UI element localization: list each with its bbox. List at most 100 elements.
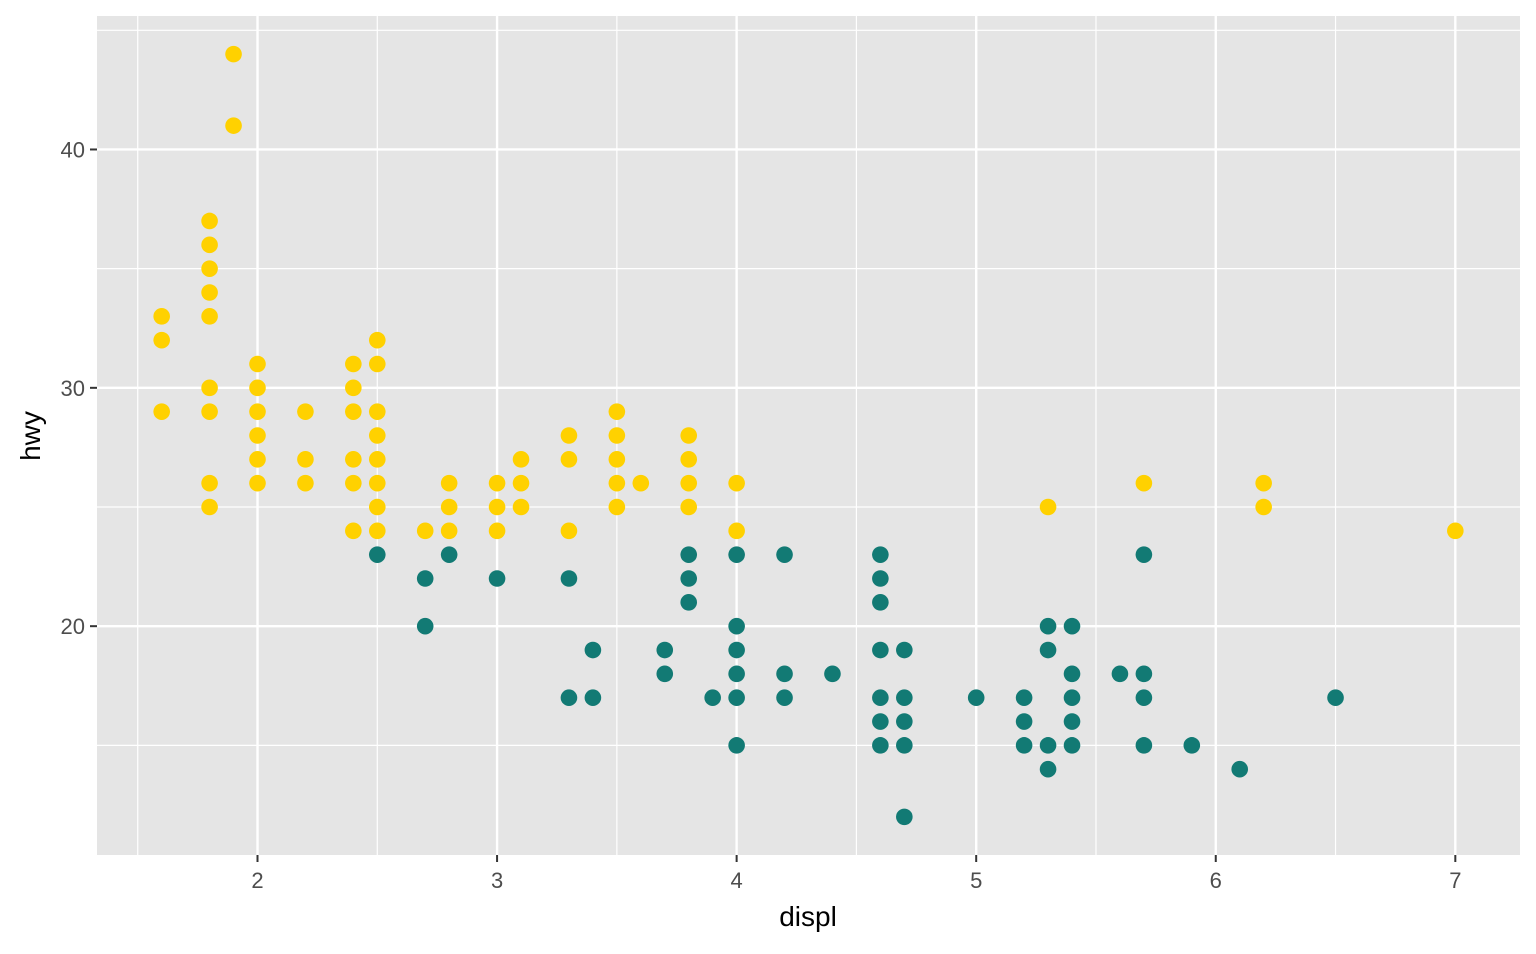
data-point <box>824 665 841 683</box>
data-point <box>225 117 242 134</box>
grid-lines <box>97 16 1520 855</box>
data-point <box>1255 474 1272 492</box>
data-point <box>896 641 913 659</box>
x-axis-label: displ <box>779 901 837 932</box>
data-point <box>872 689 889 706</box>
data-point <box>560 522 578 540</box>
data-point <box>1015 737 1033 754</box>
data-point <box>1447 522 1464 540</box>
data-point <box>440 546 458 563</box>
data-point <box>345 451 362 468</box>
data-point <box>488 474 506 492</box>
data-point <box>440 522 458 540</box>
data-point <box>249 451 266 468</box>
data-point <box>560 451 578 468</box>
data-point <box>680 594 698 611</box>
data-point <box>1039 498 1057 516</box>
data-point <box>728 689 745 706</box>
data-point <box>488 522 506 540</box>
data-point <box>728 641 745 659</box>
data-point <box>201 212 218 230</box>
data-point <box>896 713 913 730</box>
data-point <box>728 617 745 635</box>
data-point <box>728 665 745 683</box>
y-axis-label: hwy <box>15 411 46 461</box>
data-point <box>225 45 242 63</box>
data-point <box>656 665 674 683</box>
data-point <box>416 522 434 540</box>
data-point <box>896 808 913 826</box>
data-point <box>608 498 626 516</box>
data-point <box>201 284 218 301</box>
data-point <box>680 474 698 492</box>
data-point <box>896 737 913 754</box>
data-point <box>201 236 218 254</box>
data-point <box>1135 474 1153 492</box>
data-point <box>584 689 602 706</box>
data-point <box>1015 689 1033 706</box>
data-point <box>680 570 698 587</box>
data-point <box>680 498 698 516</box>
data-point <box>728 522 745 540</box>
data-point <box>201 498 218 516</box>
data-point <box>249 427 266 444</box>
data-point <box>1015 713 1033 730</box>
data-point <box>249 474 266 492</box>
data-point <box>488 498 506 516</box>
data-point <box>512 474 530 492</box>
data-point <box>368 474 386 492</box>
data-point <box>1063 665 1081 683</box>
data-point <box>608 451 626 468</box>
data-point <box>153 403 170 420</box>
data-point <box>728 474 745 492</box>
data-point <box>967 689 985 706</box>
data-point <box>680 451 698 468</box>
data-point <box>368 427 386 444</box>
data-point <box>345 355 362 373</box>
y-tick-label: 20 <box>61 614 85 639</box>
data-point <box>201 260 218 277</box>
data-point <box>872 737 889 754</box>
data-point <box>608 474 626 492</box>
data-point <box>368 403 386 420</box>
data-point <box>896 689 913 706</box>
data-point <box>1039 617 1057 635</box>
data-point <box>297 451 314 468</box>
data-point <box>1039 760 1057 778</box>
data-point <box>680 427 698 444</box>
data-point <box>776 546 793 563</box>
data-point <box>728 546 745 563</box>
data-point <box>1135 689 1153 706</box>
data-point <box>153 331 170 349</box>
data-point <box>201 308 218 325</box>
data-point <box>368 522 386 540</box>
data-point <box>872 594 889 611</box>
data-point <box>201 403 218 420</box>
axes: 2 3 4 5 6 7 20 30 40 <box>61 137 1462 893</box>
data-point <box>440 498 458 516</box>
data-point <box>512 498 530 516</box>
data-point <box>1255 498 1272 516</box>
data-point <box>632 474 650 492</box>
data-point <box>560 427 578 444</box>
data-point <box>297 403 314 420</box>
data-point <box>368 546 386 563</box>
data-point <box>872 641 889 659</box>
data-point <box>1135 546 1153 563</box>
data-point <box>345 474 362 492</box>
data-point <box>1135 737 1153 754</box>
data-point <box>680 546 698 563</box>
x-tick-label: 4 <box>731 868 743 893</box>
data-point <box>249 403 266 420</box>
x-tick-label: 2 <box>251 868 263 893</box>
data-point <box>1183 737 1201 754</box>
data-point <box>1039 641 1057 659</box>
data-point <box>297 474 314 492</box>
y-tick-label: 40 <box>61 137 85 162</box>
data-point <box>1063 689 1081 706</box>
data-point <box>368 451 386 468</box>
data-point <box>153 308 170 325</box>
data-point <box>345 403 362 420</box>
data-point <box>201 474 218 492</box>
